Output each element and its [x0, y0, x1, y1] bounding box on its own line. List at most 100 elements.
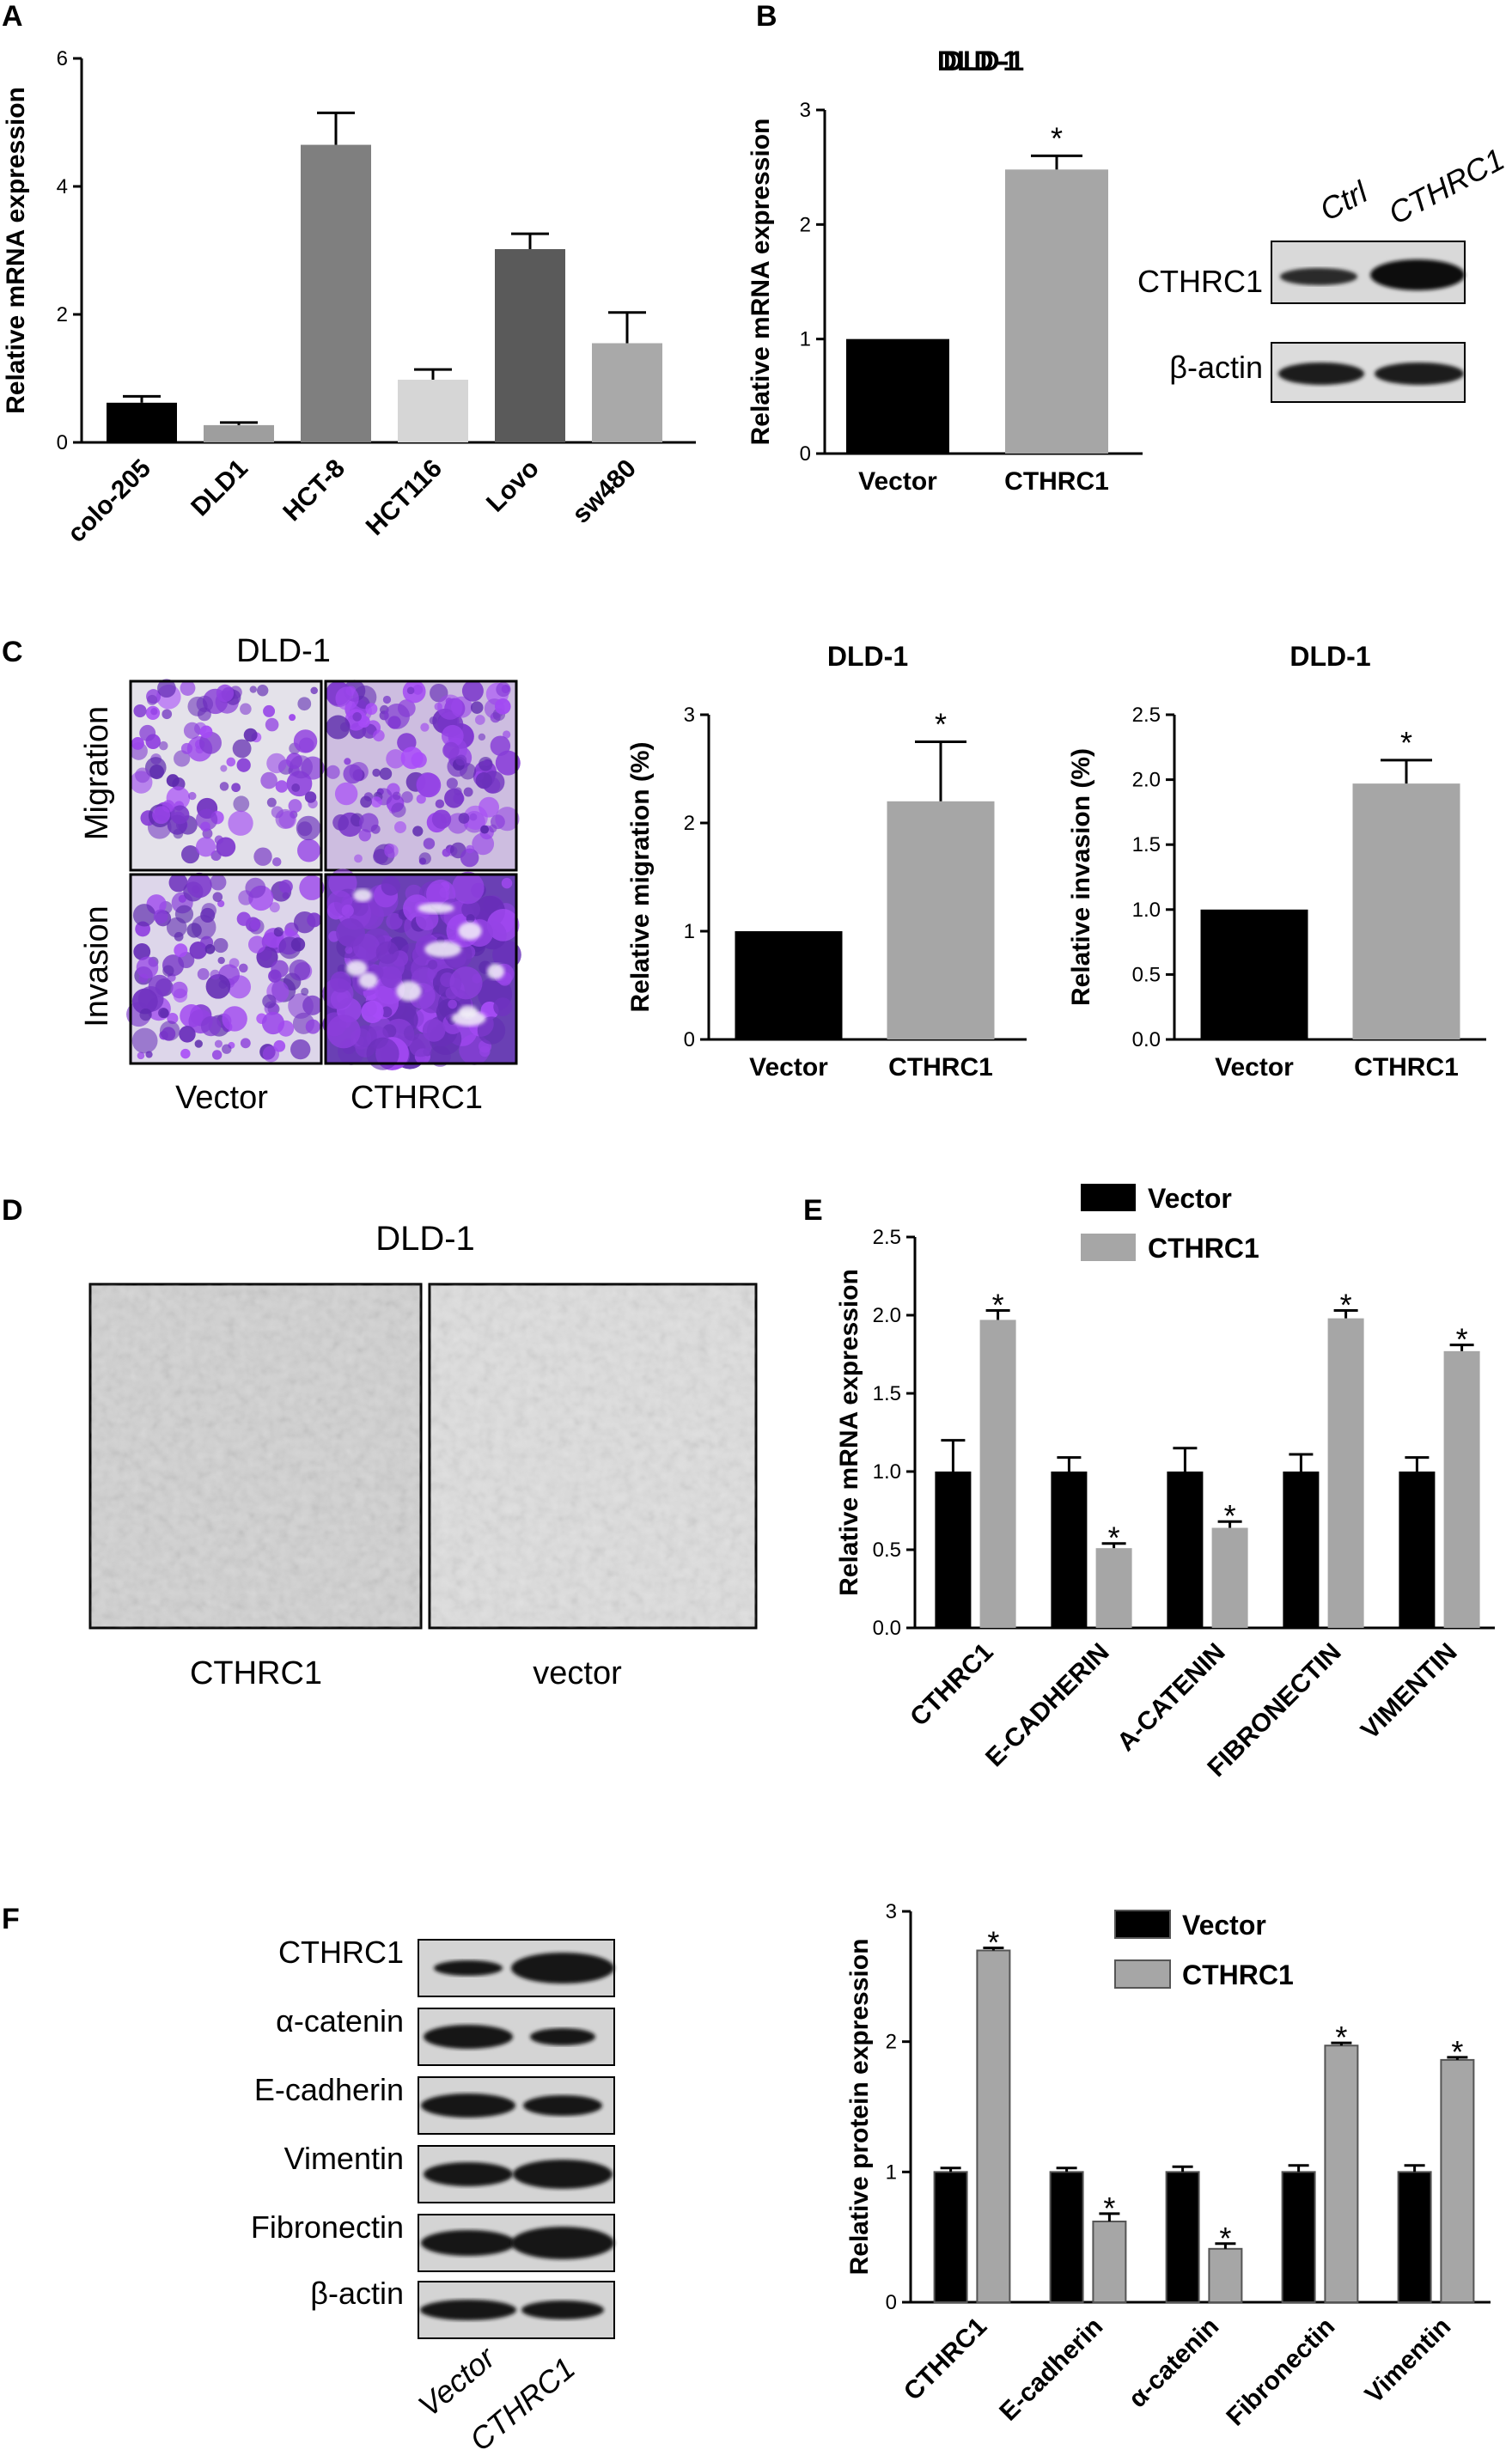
chart-title: DLD-1: [827, 641, 908, 672]
blot-strips: [418, 1939, 615, 2339]
bar-cthrc1-1: [1095, 1548, 1132, 1628]
image-texture: [90, 1284, 421, 1628]
bar-cthrc1-2: [1208, 2247, 1243, 2303]
cell: [233, 795, 250, 813]
cell: [266, 753, 287, 774]
x-tick-label: CTHRC1: [905, 1638, 998, 1732]
cell: [263, 704, 276, 717]
cell: [336, 917, 365, 948]
blot-label-e-cadherin: E-cadherin: [254, 2072, 404, 2107]
band-cthrc1: [521, 2301, 604, 2319]
cell: [379, 767, 393, 780]
cell: [249, 686, 258, 693]
cell: [260, 771, 277, 789]
cell: [278, 879, 293, 893]
cell: [455, 754, 467, 766]
cell: [386, 749, 405, 769]
cell: [403, 1025, 420, 1041]
cell: [439, 887, 450, 899]
bar-cthrc1-3: [1327, 1318, 1364, 1628]
cell: [139, 1008, 152, 1021]
x-tick-label: colo-205: [63, 454, 156, 548]
cell: [463, 787, 473, 797]
cell: [133, 704, 147, 718]
cell: [250, 919, 261, 930]
cell: [444, 788, 464, 808]
cell: [213, 937, 229, 954]
blot-label-vimentin: Vimentin: [284, 2141, 404, 2176]
cell: [373, 729, 385, 742]
cell: [330, 971, 351, 993]
cell: [344, 758, 351, 765]
x-tick-label: sw480: [567, 454, 642, 529]
cell: [188, 791, 197, 801]
bar-vector-0: [935, 1472, 972, 1628]
pore-gap: [424, 941, 462, 958]
cell: [159, 740, 168, 751]
cell: [150, 708, 158, 716]
cell: [354, 854, 363, 863]
cell: [365, 703, 378, 716]
pore-gap: [396, 981, 422, 1002]
panel-label-f: F: [2, 1903, 20, 1935]
y-tick-label: 0: [57, 431, 68, 454]
cell: [366, 1037, 399, 1070]
cell: [174, 905, 194, 923]
bar-vector-1: [1049, 2171, 1084, 2303]
blot-label-cthrc1: CTHRC1: [278, 1935, 404, 1970]
y-axis-label: Relative mRNA expression: [747, 119, 775, 446]
bar-vector: [846, 338, 949, 454]
x-tick-label: CTHRC1: [899, 2313, 992, 2406]
label-vector: vector: [533, 1655, 622, 1691]
cell: [494, 698, 511, 715]
cell: [384, 844, 399, 858]
band: [1280, 268, 1357, 285]
legend-swatch-cthrc1: [1081, 1234, 1136, 1261]
cell: [269, 902, 280, 913]
y-tick-label: 2.0: [873, 1304, 901, 1327]
blot-lane-cthrc1: CTHRC1: [1383, 141, 1510, 231]
cell: [211, 1050, 223, 1060]
cell: [422, 1019, 446, 1042]
y-tick-label: 2: [800, 213, 811, 236]
cell: [326, 1015, 361, 1049]
y-tick-label: 0: [886, 2291, 897, 2314]
bar-cthrc1-3: [1324, 2045, 1359, 2303]
cell: [478, 733, 486, 741]
band-vector: [421, 2093, 515, 2118]
cell: [386, 912, 403, 930]
x-tick-label: HCT-8: [277, 454, 351, 527]
cell: [297, 838, 320, 862]
cell: [299, 875, 325, 900]
cell: [135, 767, 150, 783]
cell: [168, 873, 188, 893]
band: [1278, 363, 1364, 385]
cell: [451, 871, 485, 905]
y-tick-label: 2.5: [1132, 704, 1161, 727]
cell: [290, 1039, 311, 1060]
band-vector: [424, 2162, 513, 2186]
cell: [288, 799, 302, 814]
cell: [375, 941, 399, 965]
cell: [194, 1039, 203, 1048]
significance-star: *: [1456, 1322, 1468, 1357]
col-label-cthrc1: CTHRC1: [351, 1080, 483, 1116]
significance-star: *: [1335, 2020, 1347, 2055]
y-tick-label: 2.0: [1132, 769, 1161, 792]
significance-star: *: [1224, 1498, 1236, 1533]
cell: [449, 966, 483, 1000]
blot-label-cthrc1: CTHRC1: [1137, 264, 1263, 299]
cell: [305, 1019, 320, 1034]
significance-star: *: [1451, 2034, 1463, 2069]
cell: [344, 946, 353, 954]
bar-cthrc1-2: [1211, 1527, 1248, 1628]
cell: [131, 1027, 158, 1054]
y-tick-label: 2.5: [873, 1226, 901, 1249]
cell: [153, 909, 168, 924]
y-tick-label: 2: [57, 303, 68, 326]
band-cthrc1: [530, 2028, 595, 2045]
cell: [429, 716, 437, 725]
cell: [171, 981, 188, 999]
cell: [291, 783, 301, 792]
significance-star: *: [1219, 2221, 1231, 2256]
